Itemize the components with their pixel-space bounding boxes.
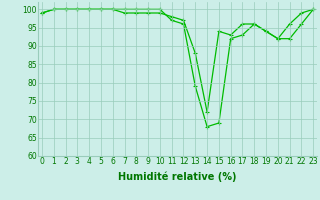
X-axis label: Humidité relative (%): Humidité relative (%) <box>118 172 237 182</box>
